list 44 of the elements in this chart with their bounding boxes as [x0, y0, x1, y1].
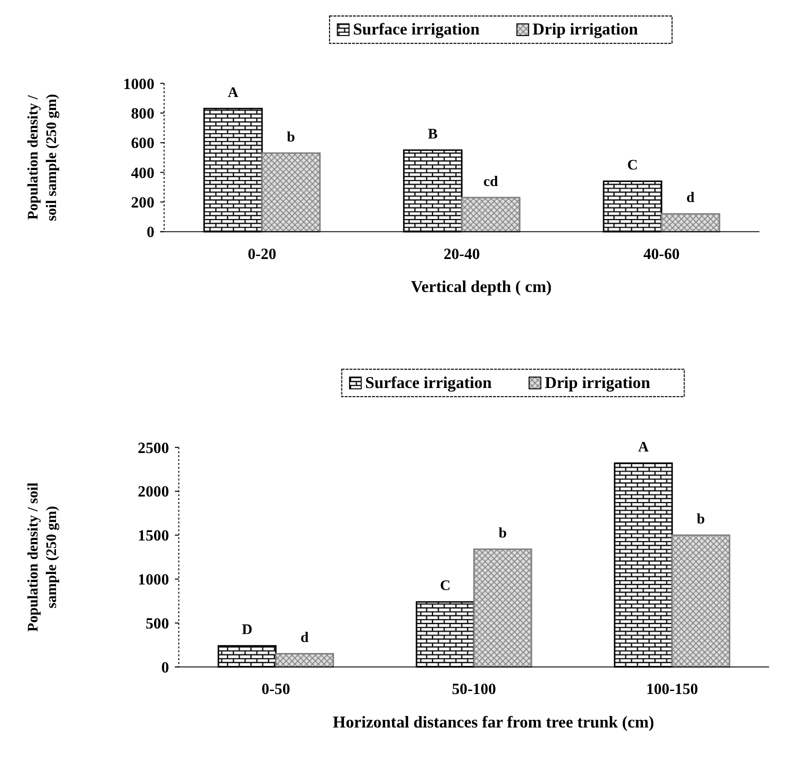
legend-label: Surface irrigation [352, 20, 480, 39]
y-tick-label: 600 [130, 135, 155, 152]
y-tick-label: 2500 [138, 440, 170, 457]
annotation: B [428, 126, 438, 142]
x-tick-label: 20-40 [444, 246, 480, 264]
annotation: d [300, 630, 309, 646]
bar [461, 196, 520, 232]
legend-label: Surface irrigation [365, 372, 492, 392]
legend-label: Drip irrigation [544, 372, 650, 392]
y-tick-label: 1000 [138, 572, 170, 589]
y-tick-label: 200 [130, 194, 155, 212]
y-tick-label: 0 [146, 224, 155, 242]
annotation: A [638, 439, 650, 456]
bar [275, 653, 334, 668]
x-axis-title: Horizontal distances far from tree trunk (cm) [332, 712, 654, 732]
annotation: A [228, 84, 239, 101]
y-tick-label: 800 [130, 105, 155, 122]
y-tick-label: 400 [130, 164, 155, 182]
y-tick-label: 1000 [123, 76, 155, 93]
x-tick-label: 0-20 [248, 246, 277, 264]
legend-label: Drip irrigation [532, 20, 638, 39]
annotation: D [242, 622, 252, 638]
y-axis-title: Population density / soil sample (250 gm) [25, 94, 60, 222]
y-axis-title: Population density / soil sample (250 gm) [25, 482, 60, 632]
x-tick-label: 50-100 [452, 681, 496, 698]
y-tick-label: 500 [146, 615, 170, 632]
x-tick-label: 40-60 [643, 246, 680, 264]
y-tick-label: 0 [161, 659, 170, 676]
annotation: b [696, 511, 705, 528]
y-tick-label: 2000 [138, 484, 170, 501]
bar [473, 548, 532, 668]
bar [660, 213, 720, 232]
bar [671, 534, 730, 668]
x-tick-label: 100-150 [646, 681, 698, 698]
annotation: b [286, 129, 296, 146]
annotation: cd [483, 174, 498, 190]
annotation: b [498, 526, 507, 542]
bar [261, 152, 321, 232]
y-tick-label: 1500 [138, 528, 170, 545]
x-tick-label: 0-50 [262, 681, 290, 698]
annotation: C [627, 158, 638, 174]
x-axis-title: Vertical depth ( cm) [410, 277, 552, 296]
annotation: d [686, 190, 695, 206]
annotation: C [440, 578, 451, 594]
